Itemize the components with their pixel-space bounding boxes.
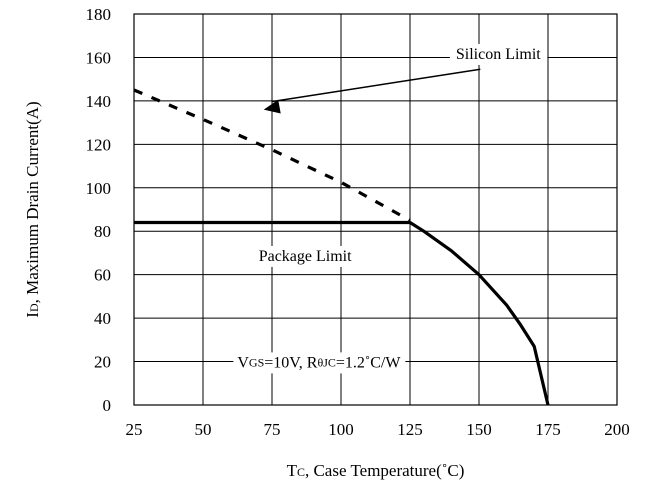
x-tick-label: 50 xyxy=(195,420,212,439)
grid xyxy=(134,14,617,405)
plot-frame xyxy=(133,13,618,406)
silicon-limit-curve xyxy=(133,88,411,222)
x-tick-label: 75 xyxy=(264,420,281,439)
y-tick-label: 120 xyxy=(86,135,112,154)
x-tick-label: 150 xyxy=(466,420,492,439)
y-tick-label: 140 xyxy=(86,92,112,111)
y-tick-label: 0 xyxy=(103,396,112,415)
y-tick-label: 40 xyxy=(94,309,111,328)
label-background xyxy=(233,352,406,374)
x-axis-title: TC, Case Temperature(˚C) xyxy=(287,461,465,480)
label-background xyxy=(252,245,359,267)
y-tick-label: 20 xyxy=(94,353,111,372)
x-tick-label: 100 xyxy=(328,420,354,439)
package-limit-label: Package Limit xyxy=(259,248,352,265)
y-tick-label: 160 xyxy=(86,48,112,67)
annotation-layer: Silicon Limit Package Limit VGS=10V, RθJ… xyxy=(233,43,548,374)
y-tick-labels: 0 20 40 60 80 100 120 140 160 180 xyxy=(86,5,112,415)
silicon-limit-arrow-line xyxy=(271,68,481,103)
package-limit-curve xyxy=(134,220,550,406)
y-axis-title: ID, Maximum Drain Current(A) xyxy=(23,101,42,317)
silicon-limit-arrow xyxy=(263,99,281,114)
y-tick-label: 100 xyxy=(86,179,112,198)
series-layer xyxy=(133,88,550,406)
y-tick-label: 60 xyxy=(94,266,111,285)
x-tick-label: 25 xyxy=(126,420,143,439)
y-tick-label: 180 xyxy=(86,5,112,24)
test-conditions-label: VGS=10V, RθJC=1.2˚C/W xyxy=(237,354,401,371)
x-tick-label: 125 xyxy=(397,420,423,439)
silicon-limit-label: Silicon Limit xyxy=(456,46,541,63)
x-tick-labels: 25 50 75 100 125 150 175 200 xyxy=(126,420,630,439)
label-background xyxy=(449,43,548,65)
y-tick-label: 80 xyxy=(94,222,111,241)
x-tick-label: 200 xyxy=(604,420,630,439)
x-tick-label: 175 xyxy=(535,420,561,439)
